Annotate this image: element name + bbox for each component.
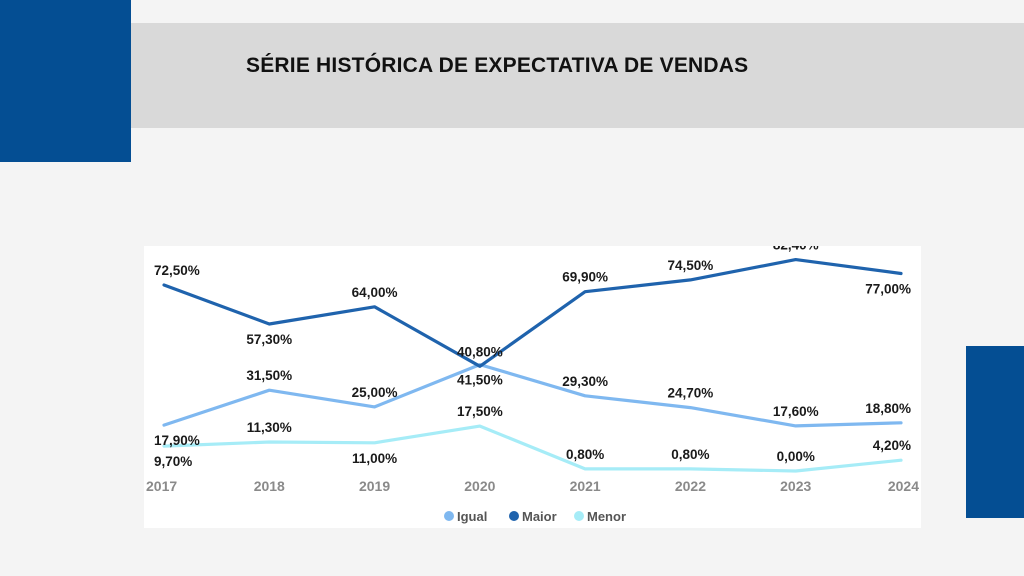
data-label-maior: 77,00% [865,281,911,296]
x-tick-label: 2017 [146,478,177,494]
data-label-igual: 18,80% [865,401,911,416]
data-label-igual: 25,00% [352,385,398,400]
data-label-maior: 64,00% [352,285,398,300]
data-label-menor: 17,50% [457,404,503,419]
data-label-igual: 41,50% [457,373,503,388]
legend-label-maior: Maior [522,509,557,524]
decorative-blue-block-right [966,346,1024,518]
x-tick-label: 2022 [675,478,706,494]
data-label-igual: 24,70% [668,386,714,401]
series-line-igual [162,362,903,428]
data-label-menor: 11,00% [352,451,397,466]
title-bar [131,23,1024,128]
page-title: SÉRIE HISTÓRICA DE EXPECTATIVA DE VENDAS [246,54,749,77]
data-label-maior: 69,90% [562,270,608,285]
data-label-maior: 74,50% [668,258,714,273]
chart-card: 17,90% 31,50% 25,00% 41,50% 29,30% 24,70% 17,6… [144,238,921,528]
data-label-menor: 0,00% [777,449,815,464]
data-label-menor: 0,80% [671,447,709,462]
line-chart: 17,90% 31,50% 25,00% 41,50% 29,30% 24,70% 17,6… [146,238,919,524]
data-label-menor: 0,80% [566,447,604,462]
x-tick-label: 2021 [570,478,601,494]
data-label-maior: 40,80% [457,344,503,359]
decorative-blue-block-left [0,0,131,162]
legend-marker-maior [509,511,519,521]
data-label-igual: 31,50% [246,368,292,383]
data-label-igual: 29,30% [562,374,608,389]
x-tick-label: 2019 [359,478,390,494]
x-tick-label: 2020 [464,478,495,494]
legend-label-igual: Igual [457,509,487,524]
data-label-igual: 17,90% [154,433,200,448]
x-tick-label: 2018 [254,478,285,494]
data-label-menor: 11,30% [247,420,292,435]
legend-marker-igual [444,511,454,521]
series-line-maior [162,258,903,368]
data-label-maior: 72,50% [154,263,200,278]
data-label-igual: 17,60% [773,404,819,419]
legend-marker-menor [574,511,584,521]
series-line-menor [162,424,903,473]
data-label-menor: 4,20% [873,438,911,453]
x-tick-label: 2023 [780,478,811,494]
x-tick-label: 2024 [888,478,919,494]
data-label-menor: 9,70% [154,454,192,469]
legend-label-menor: Menor [587,509,626,524]
data-label-maior: 82,40% [773,246,819,253]
data-label-maior: 57,30% [246,332,292,347]
